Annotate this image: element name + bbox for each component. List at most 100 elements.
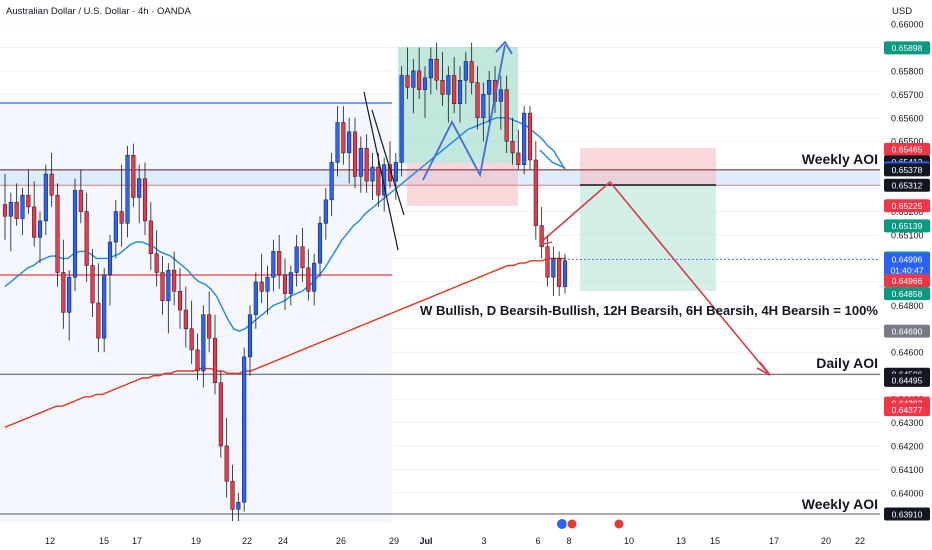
candle-body bbox=[107, 241, 113, 276]
candle-body bbox=[300, 246, 305, 269]
candles bbox=[2, 42, 568, 522]
candle-body bbox=[457, 80, 463, 104]
x-tick-label: 15 bbox=[710, 536, 720, 546]
x-tick-label: 6 bbox=[535, 536, 540, 546]
x-tick-label: 10 bbox=[624, 536, 634, 546]
candle-body bbox=[102, 274, 107, 339]
candle-body bbox=[352, 131, 358, 177]
event-icon-1[interactable] bbox=[557, 519, 567, 529]
us-flag-icon[interactable] bbox=[613, 518, 625, 530]
candle-body bbox=[142, 178, 148, 222]
candle-body bbox=[160, 272, 165, 301]
y-tick-label: 0.64300 bbox=[891, 418, 924, 428]
y-tick-label: 0.64200 bbox=[891, 442, 924, 452]
x-tick-label: 17 bbox=[132, 536, 142, 546]
candle-body bbox=[201, 314, 206, 372]
candle-body bbox=[131, 155, 136, 198]
chart-title: Australian Dollar / U.S. Dollar · 4h · O… bbox=[6, 6, 191, 17]
price-tag-label: 0.64966 bbox=[892, 276, 923, 286]
price-tag bbox=[884, 373, 930, 387]
candle-body bbox=[376, 166, 381, 196]
candle-body bbox=[49, 173, 54, 196]
candle-body bbox=[317, 223, 323, 264]
candle-body bbox=[557, 258, 562, 287]
price-tag-label: 0.64495 bbox=[892, 376, 923, 386]
candle-body bbox=[207, 314, 212, 339]
candle-body bbox=[522, 112, 527, 165]
candle-body bbox=[312, 262, 317, 292]
candle-body bbox=[236, 502, 241, 510]
candle-body bbox=[469, 61, 474, 83]
x-tick-label: 19 bbox=[191, 536, 201, 546]
candle-body bbox=[32, 206, 37, 238]
candle-body bbox=[119, 211, 124, 224]
candle-body bbox=[440, 80, 445, 95]
price-tags: 0.658980.654650.654120.653860.653780.653… bbox=[884, 41, 930, 521]
candle-body bbox=[463, 61, 468, 81]
y-tick-label: 0.64600 bbox=[891, 348, 924, 358]
y-tick-label: 0.65500 bbox=[891, 137, 924, 147]
price-tag bbox=[884, 41, 930, 55]
ema-red-line bbox=[4, 257, 565, 428]
price-tag bbox=[884, 252, 930, 266]
candle-body bbox=[247, 314, 253, 358]
trendline-1 bbox=[363, 91, 399, 251]
candle-body bbox=[148, 220, 153, 255]
price-tag-label: 0.65312 bbox=[892, 181, 923, 191]
candle-body bbox=[481, 94, 486, 119]
y-tick-label: 0.64100 bbox=[891, 465, 924, 475]
daily-aoi-label: Daily AOI bbox=[816, 355, 878, 371]
price-tag bbox=[884, 287, 930, 301]
currency-label: USD bbox=[892, 6, 912, 17]
price-tag-label: 0.64858 bbox=[892, 289, 923, 299]
x-tick-label: 13 bbox=[676, 536, 686, 546]
price-tag-label: 0.64690 bbox=[892, 326, 923, 336]
x-tick-label: 8 bbox=[566, 536, 571, 546]
candle-body bbox=[242, 356, 247, 503]
weekly-aoi-bottom-label: Weekly AOI bbox=[802, 496, 878, 512]
x-tick-label: 15 bbox=[99, 536, 109, 546]
price-tag-label: 0.64377 bbox=[892, 405, 923, 415]
stop-zone bbox=[580, 148, 716, 185]
projection-arrowhead bbox=[756, 361, 771, 376]
x-tick-label: 12 bbox=[45, 536, 55, 546]
price-tag bbox=[884, 507, 930, 521]
price-tag-label: 0.65898 bbox=[892, 43, 923, 53]
candle-body bbox=[405, 75, 410, 88]
x-tick-label: 29 bbox=[389, 536, 399, 546]
candle-body bbox=[545, 246, 550, 278]
candle-body bbox=[253, 281, 258, 315]
candle-body bbox=[393, 162, 398, 182]
price-tag-label: 0.64996 bbox=[892, 255, 923, 265]
au-flag-icon[interactable] bbox=[566, 518, 578, 530]
price-tag bbox=[884, 199, 930, 213]
candle-body bbox=[78, 190, 83, 212]
candle-body bbox=[72, 190, 78, 278]
candle-body bbox=[61, 272, 66, 313]
candle-body bbox=[487, 80, 492, 95]
candle-body bbox=[212, 337, 218, 383]
price-tag bbox=[884, 142, 930, 156]
candle-body bbox=[510, 140, 515, 154]
price-tag bbox=[884, 324, 930, 338]
price-tag bbox=[884, 178, 930, 192]
price-tag-label: 0.65139 bbox=[892, 221, 923, 231]
x-tick-label: 22 bbox=[855, 536, 865, 546]
candle-body bbox=[84, 211, 89, 266]
candle-body bbox=[516, 152, 521, 165]
candle-body bbox=[370, 166, 375, 182]
price-tag bbox=[884, 274, 930, 288]
candle-body bbox=[224, 445, 229, 482]
price-tag bbox=[884, 263, 930, 277]
candle-body bbox=[446, 75, 451, 95]
candle-body bbox=[417, 70, 422, 90]
x-tick-label: 26 bbox=[336, 536, 346, 546]
candle-body bbox=[172, 269, 177, 292]
candle-body bbox=[14, 201, 19, 219]
candle-body bbox=[195, 349, 200, 372]
candle-body bbox=[218, 382, 223, 447]
time-axis[interactable]: 12 15 17 19 22 24 26 29 Jul 3 6 8 10 13 15 17 20 22 bbox=[45, 536, 865, 546]
economic-event-icons[interactable] bbox=[557, 518, 625, 530]
wave-arrowhead bbox=[495, 40, 513, 55]
